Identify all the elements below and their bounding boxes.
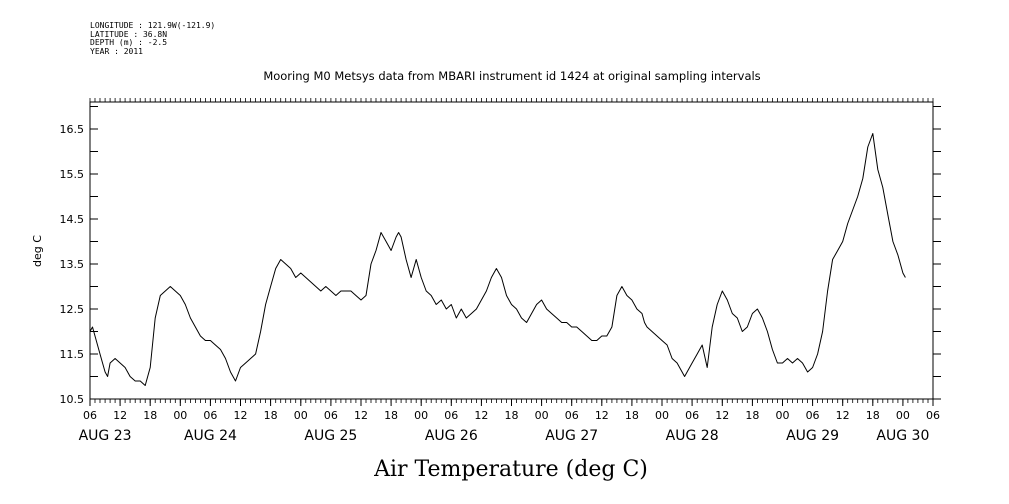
x-tick-label: 00: [655, 409, 669, 422]
x-tick-label: 18: [745, 409, 759, 422]
x-tick-label: 12: [474, 409, 488, 422]
x-tick-label: 12: [234, 409, 248, 422]
x-tick-label: 06: [565, 409, 579, 422]
day-label: AUG 30: [876, 428, 929, 444]
x-tick-label: 12: [715, 409, 729, 422]
y-axis: 10.5 11.5 12.5 13.5 14.5 15.5 16.5: [60, 106, 941, 406]
x-tick-label: 06: [926, 409, 940, 422]
depth-text: DEPTH (m) : -2.5: [90, 38, 168, 47]
day-label: AUG 29: [786, 428, 839, 444]
y-tick-label: 14.5: [60, 213, 85, 226]
x-tick-label: 12: [595, 409, 609, 422]
minor-ticks: [89, 98, 934, 403]
x-tick-label: 06: [83, 409, 97, 422]
x-tick-label: 06: [806, 409, 820, 422]
longitude-text: LONGITUDE : 121.9W(-121.9): [90, 21, 216, 30]
x-tick-label: 06: [203, 409, 217, 422]
year-text: YEAR : 2011: [90, 46, 143, 56]
y-tick-label: 10.5: [60, 393, 85, 406]
series-group: [89, 133, 906, 386]
x-tick-label: 06: [685, 409, 699, 422]
plot-frame: [89, 101, 934, 400]
x-tick-label: 06: [324, 409, 338, 422]
hour-minor-ticks: [89, 98, 934, 403]
y-tick-label: 13.5: [60, 258, 85, 271]
x-tick-label: 18: [866, 409, 880, 422]
day-label: AUG 24: [184, 428, 237, 444]
day-label: AUG 26: [425, 428, 478, 444]
metadata-block: LONGITUDE : 121.9W(-121.9) LATITUDE : 36…: [90, 21, 216, 56]
x-tick-label: 18: [505, 409, 519, 422]
series-line: [89, 133, 906, 386]
x-tick-label: 18: [143, 409, 157, 422]
y-tick-label: 12.5: [60, 303, 85, 316]
x-tick-label: 18: [625, 409, 639, 422]
x-tick-label: 00: [896, 409, 910, 422]
x-tick-label: 12: [836, 409, 850, 422]
x-tick-label: 12: [354, 409, 368, 422]
y-axis-label: deg C: [31, 235, 44, 267]
day-label: AUG 27: [545, 428, 598, 444]
latitude-text: LATITUDE : 36.8N: [90, 29, 168, 39]
x-tick-label: 00: [173, 409, 187, 422]
x-tick-label: 12: [113, 409, 127, 422]
x-tick-label: 00: [535, 409, 549, 422]
day-label: AUG 25: [304, 428, 357, 444]
y-tick-label: 15.5: [60, 168, 85, 181]
x-tick-label: 18: [264, 409, 278, 422]
x-tick-label: 00: [294, 409, 308, 422]
day-label: AUG 23: [79, 428, 132, 444]
x-tick-label: 00: [414, 409, 428, 422]
chart-title: Mooring M0 Metsys data from MBARI instru…: [263, 69, 760, 83]
x-axis-label: Air Temperature (deg C): [373, 457, 648, 482]
x-axis: 06 12 18 00 06 12 18 00 06 12 18 00 06 12 18 00 06 12 18 00…: [79, 399, 940, 444]
x-tick-label: 00: [775, 409, 789, 422]
y-tick-label: 11.5: [60, 348, 85, 361]
x-tick-label: 06: [444, 409, 458, 422]
x-tick-label: 18: [384, 409, 398, 422]
day-label: AUG 28: [666, 428, 719, 444]
y-tick-label: 16.5: [60, 123, 85, 136]
